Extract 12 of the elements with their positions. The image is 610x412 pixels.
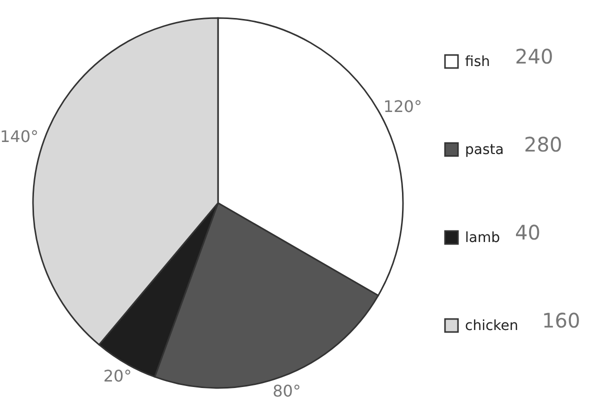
legend-label: lamb <box>465 230 500 246</box>
text: 280 <box>524 132 562 156</box>
legend-label: chicken <box>465 318 518 334</box>
data-label: 120° <box>383 96 422 116</box>
text: 240 <box>515 44 554 68</box>
legend-label: fish <box>465 54 490 70</box>
data-label: 80° <box>272 381 301 400</box>
data-label: 140° <box>0 127 39 146</box>
text: 40 <box>515 220 540 244</box>
text: 160 <box>542 308 580 332</box>
data-label: 20° <box>103 366 132 386</box>
legend-label: pasta <box>465 142 504 158</box>
